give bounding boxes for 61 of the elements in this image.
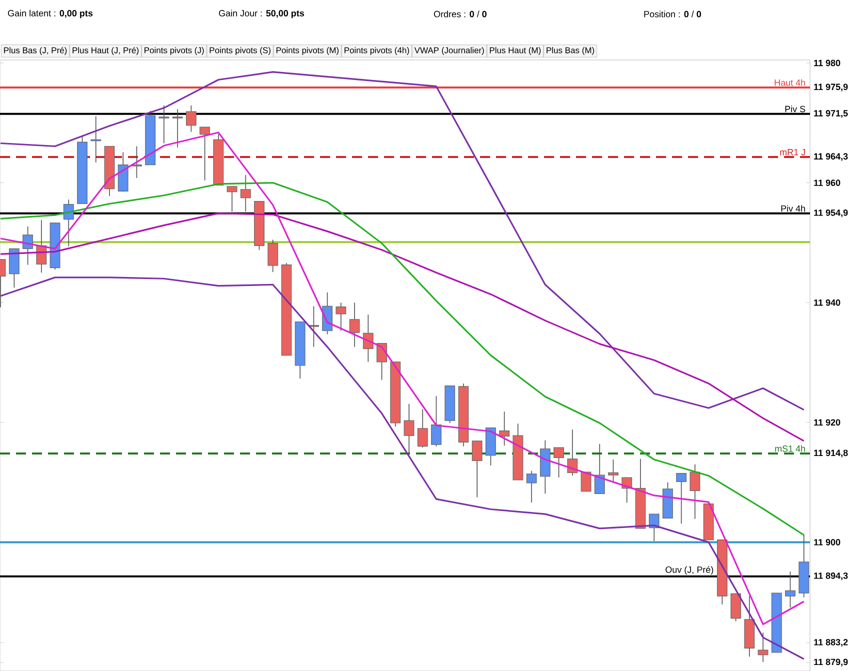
- text: Points pivots (M): [276, 47, 339, 55]
- candlestick: [690, 464, 700, 520]
- text: Points pivots (S): [210, 47, 270, 55]
- text: Plus Bas (M): [546, 47, 594, 55]
- candlestick: [431, 396, 442, 447]
- line-series: [0, 276, 805, 660]
- candlestick: [594, 444, 605, 494]
- candlestick: [676, 472, 687, 524]
- y-tick-label: 11 960: [814, 180, 840, 186]
- line-series: [0, 132, 805, 626]
- y-tick-label: 11 879,9: [814, 658, 848, 666]
- candlestick: [404, 403, 414, 455]
- y-tick-label: 11 980: [814, 60, 840, 66]
- y-tick-label: 11 920: [814, 419, 840, 426]
- text: VWAP (Journalier): [414, 47, 484, 55]
- text: Plus Haut (J, Pré): [72, 46, 139, 55]
- ref-line-label: Piv S: [785, 106, 806, 112]
- y-tick-label: 11 975,9: [814, 84, 848, 92]
- ref-line-label: Piv 4h: [781, 205, 805, 212]
- text: Gain Jour : 50,00 pts: [218, 10, 304, 18]
- candlestick: [200, 126, 210, 181]
- ref-line-label: Ouv (J, Pré): [666, 566, 714, 575]
- candlestick: [226, 186, 238, 212]
- y-tick-label: 11 954,9: [814, 209, 848, 218]
- candlestick: [336, 302, 346, 332]
- y-tick-label: 11 883,2: [814, 638, 848, 647]
- text: Points pivots (4h): [344, 47, 410, 55]
- text: Points pivots (J): [144, 47, 204, 55]
- candlestick: [186, 105, 196, 132]
- text: Ordres : 0 / 0: [434, 10, 487, 18]
- candlestick: [526, 470, 537, 504]
- candlestick: [758, 632, 768, 662]
- ref-line-label: Haut 4h: [774, 79, 805, 86]
- candlestick: [132, 146, 142, 178]
- ref-line-label: mR1 J: [780, 149, 805, 156]
- candlestick: [608, 459, 618, 483]
- candlestick: [554, 447, 564, 478]
- line-series: [0, 71, 805, 411]
- y-tick-label: 11 940: [814, 299, 840, 306]
- line-series: [0, 182, 805, 536]
- text: Plus Bas (J, Pré): [4, 46, 67, 55]
- y-tick-label: 11 894,3: [814, 572, 848, 580]
- candlestick: [172, 108, 183, 148]
- y-tick-label: 11 900: [814, 539, 840, 546]
- candlestick: [308, 306, 319, 348]
- candlestick: [472, 440, 482, 498]
- y-tick-label: 11 964,3: [814, 153, 848, 161]
- candlestick: [417, 408, 428, 448]
- candlestick: [158, 105, 170, 144]
- candlestick: [349, 302, 360, 348]
- y-tick-label: 11 971,5: [814, 110, 848, 118]
- ref-line-label: mS1 4h: [775, 445, 805, 452]
- candlestick: [240, 174, 251, 212]
- candlestick: [785, 571, 796, 608]
- text: Gain latent : 0,00 pts: [8, 10, 93, 18]
- y-tick-label: 11 914,8: [814, 450, 848, 458]
- text: Plus Haut (M): [490, 47, 541, 55]
- text: Position : 0 / 0: [644, 10, 702, 18]
- candlestick: [268, 239, 278, 272]
- candlestick: [63, 199, 74, 247]
- candlestick: [499, 411, 510, 446]
